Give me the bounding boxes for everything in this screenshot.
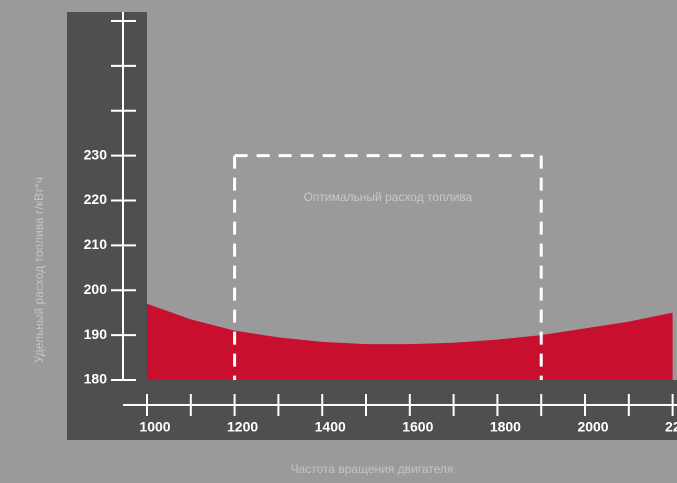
x-tick-label: 1400 [315,419,346,435]
x-axis-label: Частота вращения двигателя [291,462,454,476]
x-tick-label: 1800 [490,419,521,435]
y-axis-band [67,12,147,440]
y-tick-label: 200 [84,281,108,297]
y-tick-label: 230 [84,146,108,162]
x-tick-label: 2200 [665,419,677,435]
y-tick-label: 220 [84,191,108,207]
x-axis-band [67,380,677,440]
x-tick-label: 1000 [139,419,170,435]
y-axis-label: Удельный расход топлива г/кВт*ч [32,177,46,363]
x-tick-label: 1600 [402,419,433,435]
highlight-label: Оптимальный расход топлива [304,190,473,204]
x-tick-label: 1200 [227,419,258,435]
x-tick-label: 2000 [577,419,608,435]
y-tick-label: 180 [84,371,108,387]
y-tick-label: 210 [84,236,108,252]
y-tick-label: 190 [84,326,108,342]
